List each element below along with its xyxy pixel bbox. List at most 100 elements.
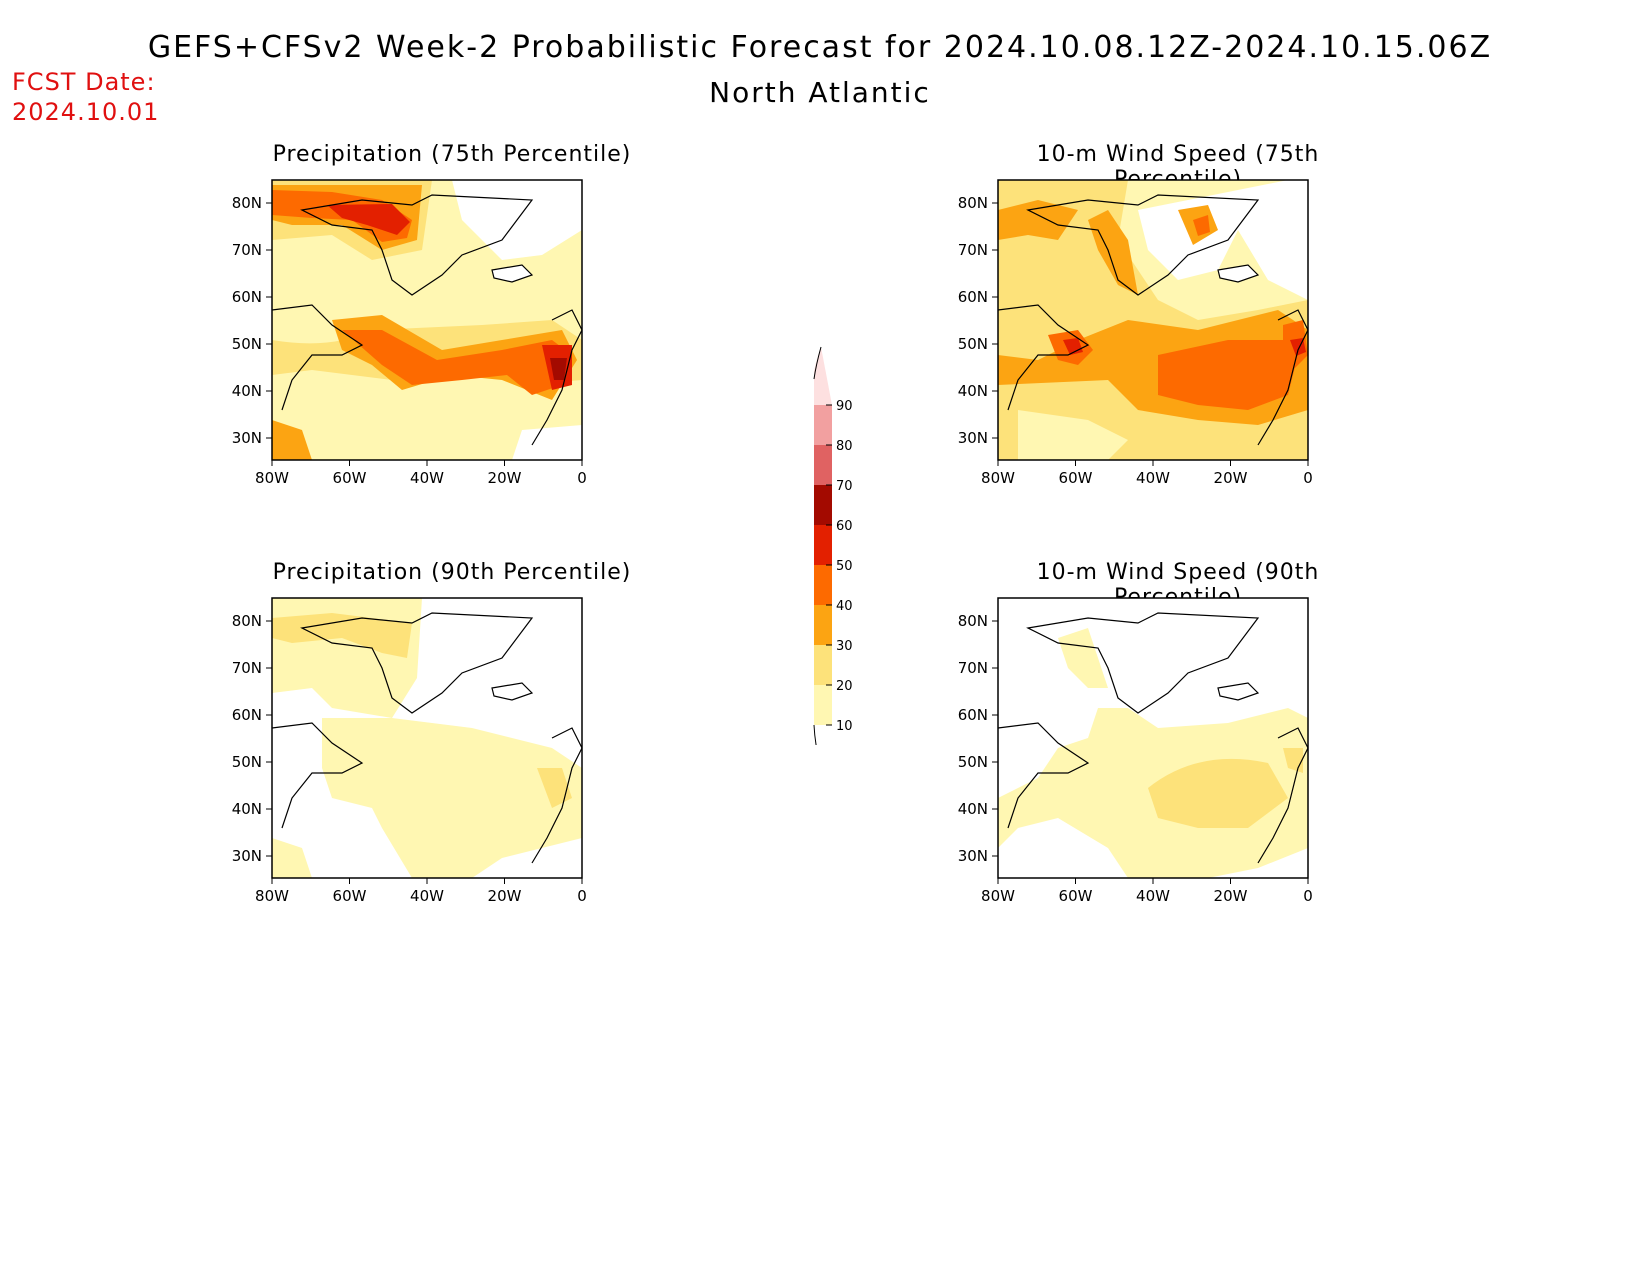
lon-tick: 20W: [1214, 878, 1248, 905]
svg-text:30N: 30N: [232, 847, 262, 865]
colorbar-swatch: [814, 485, 832, 525]
lat-tick: 70N: [958, 241, 998, 259]
colorbar-label: 60: [836, 519, 853, 534]
svg-text:40N: 40N: [232, 800, 262, 818]
lon-tick: 80W: [255, 878, 289, 905]
svg-text:60N: 60N: [958, 288, 988, 306]
lon-tick: 20W: [488, 878, 522, 905]
lon-tick: 20W: [488, 460, 522, 487]
svg-text:80N: 80N: [232, 194, 262, 212]
lat-tick: 30N: [958, 429, 998, 447]
lat-tick: 30N: [232, 429, 272, 447]
lat-tick: 80N: [232, 612, 272, 630]
lat-tick: 40N: [232, 382, 272, 400]
svg-text:40W: 40W: [410, 469, 444, 487]
panel-title: Precipitation (90th Percentile): [272, 560, 632, 585]
svg-text:40W: 40W: [1136, 469, 1170, 487]
lon-tick: 80W: [981, 878, 1015, 905]
lat-tick: 40N: [232, 800, 272, 818]
lon-tick: 40W: [1136, 878, 1170, 905]
svg-text:0: 0: [1303, 469, 1313, 487]
colorbar-label: 90: [836, 399, 853, 414]
svg-text:80W: 80W: [981, 469, 1015, 487]
lat-tick: 60N: [232, 706, 272, 724]
colorbar-label: 10: [836, 719, 853, 734]
lat-tick: 30N: [232, 847, 272, 865]
fcst-date-value: 2024.10.01: [12, 98, 160, 126]
lat-axis: 80N 70N 60N 50N 40N 30N: [958, 612, 998, 865]
lat-tick: 50N: [958, 335, 998, 353]
lon-axis: 80W 60W 40W 20W 0: [981, 878, 1313, 905]
svg-text:50N: 50N: [232, 753, 262, 771]
lat-tick: 70N: [232, 241, 272, 259]
colorbar-swatch: [814, 525, 832, 565]
fcst-date-label: FCST Date:: [12, 68, 156, 96]
svg-text:80W: 80W: [255, 887, 289, 905]
svg-text:20W: 20W: [1214, 469, 1248, 487]
panel-title: Precipitation (75th Percentile): [272, 142, 632, 167]
colorbar-label: 70: [836, 479, 853, 494]
map-precip-90: 80N 70N 60N 50N 40N 30N 80W 60W 40W 20W …: [232, 597, 587, 905]
lat-tick: 40N: [958, 382, 998, 400]
lat-tick: 80N: [232, 194, 272, 212]
colorbar-swatch: [814, 445, 832, 485]
svg-text:80W: 80W: [255, 469, 289, 487]
lat-tick: 70N: [958, 659, 998, 677]
svg-text:80W: 80W: [981, 887, 1015, 905]
svg-text:70N: 70N: [232, 241, 262, 259]
svg-text:40N: 40N: [232, 382, 262, 400]
colorbar-swatch: [814, 685, 832, 725]
lat-tick: 40N: [958, 800, 998, 818]
svg-text:50N: 50N: [958, 335, 988, 353]
svg-text:60W: 60W: [1059, 469, 1093, 487]
panel-precip-75: Precipitation (75th Percentile) 80N 70N: [232, 142, 692, 522]
svg-text:60W: 60W: [333, 469, 367, 487]
panel-precip-90: Precipitation (90th Percentile) 80N 70N …: [232, 560, 692, 940]
svg-text:60N: 60N: [232, 288, 262, 306]
lat-tick: 80N: [958, 194, 998, 212]
lon-tick: 0: [1303, 460, 1313, 487]
lon-axis: 80W 60W 40W 20W 0: [255, 460, 587, 487]
lat-tick: 70N: [232, 659, 272, 677]
svg-text:20W: 20W: [1214, 887, 1248, 905]
lon-tick: 80W: [255, 460, 289, 487]
svg-text:50N: 50N: [958, 753, 988, 771]
lat-tick: 60N: [958, 706, 998, 724]
lon-tick: 80W: [981, 460, 1015, 487]
svg-text:60W: 60W: [333, 887, 367, 905]
colorbar-label: 40: [836, 599, 853, 614]
svg-text:0: 0: [1303, 887, 1313, 905]
svg-text:60N: 60N: [232, 706, 262, 724]
svg-text:70N: 70N: [958, 241, 988, 259]
lon-tick: 60W: [333, 460, 367, 487]
lon-tick: 60W: [1059, 460, 1093, 487]
lat-axis: 80N 70N 60N 50N 40N 30N: [232, 194, 272, 447]
colorbar-swatch: [814, 405, 832, 445]
lon-tick: 0: [1303, 878, 1313, 905]
region-subtitle: North Atlantic: [709, 76, 931, 109]
panel-wind-75: 10-m Wind Speed (75th Percentile) 80N: [958, 142, 1418, 522]
svg-text:0: 0: [577, 469, 587, 487]
lon-axis: 80W 60W 40W 20W 0: [255, 878, 587, 905]
lat-tick: 80N: [958, 612, 998, 630]
lon-tick: 60W: [1059, 878, 1093, 905]
svg-text:40N: 40N: [958, 800, 988, 818]
lon-tick: 20W: [1214, 460, 1248, 487]
svg-text:20W: 20W: [488, 887, 522, 905]
svg-text:80N: 80N: [958, 612, 988, 630]
map-wind-75: 80N 70N 60N 50N 40N 30N 80W 60W 40W 20W …: [958, 179, 1313, 487]
colorbar-label: 20: [836, 679, 853, 694]
colorbar-swatch: [814, 645, 832, 685]
lon-tick: 40W: [1136, 460, 1170, 487]
svg-text:40W: 40W: [1136, 887, 1170, 905]
colorbar-swatch: [814, 347, 832, 405]
colorbar-label: 80: [836, 439, 853, 454]
lat-tick: 50N: [232, 335, 272, 353]
lat-axis: 80N 70N 60N 50N 40N 30N: [958, 194, 998, 447]
svg-text:70N: 70N: [232, 659, 262, 677]
svg-text:80N: 80N: [232, 612, 262, 630]
svg-text:70N: 70N: [958, 659, 988, 677]
lon-tick: 0: [577, 878, 587, 905]
map-precip-75: 80N 70N 60N 50N 40N 30N 80W 60W 40W 20W …: [232, 179, 587, 487]
svg-text:30N: 30N: [232, 429, 262, 447]
